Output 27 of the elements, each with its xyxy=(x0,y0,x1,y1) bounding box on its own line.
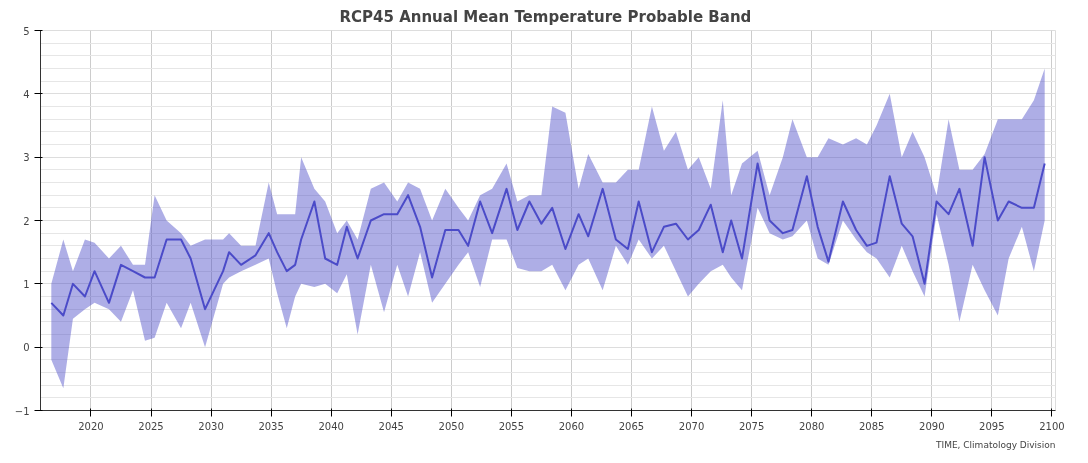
x-tick-label: 2080 xyxy=(798,420,825,432)
x-tick-label: 2055 xyxy=(498,420,525,432)
x-tick-label: 2030 xyxy=(198,420,224,432)
x-tick-label: 2045 xyxy=(378,420,404,432)
x-tick-label: 2065 xyxy=(618,420,645,432)
x-tick-label: 2090 xyxy=(919,420,945,432)
x-tick-label: 2095 xyxy=(979,420,1005,432)
y-tick-label: −1 xyxy=(14,405,30,417)
x-tick-label: 2085 xyxy=(858,420,885,432)
x-tick-label: 2070 xyxy=(678,420,705,432)
y-tick-label: 3 xyxy=(23,152,30,164)
x-tick-label: 2035 xyxy=(258,420,284,432)
x-tick-label: 2020 xyxy=(78,420,104,432)
text: TIME, Climatology Division xyxy=(935,439,1056,450)
y-tick-label: 5 xyxy=(23,25,30,37)
y-tick-label: 0 xyxy=(23,342,30,354)
x-tick-label: 2100 xyxy=(1039,420,1065,432)
chart-title: RCP45 Annual Mean Temperature Probable Band xyxy=(339,7,752,26)
x-tick-label: 2075 xyxy=(738,420,765,432)
y-tick-label: 2 xyxy=(23,215,30,227)
x-tick-label: 2025 xyxy=(138,420,164,432)
y-tick-label: 1 xyxy=(23,278,30,290)
x-tick-label: 2060 xyxy=(558,420,585,432)
line-series xyxy=(50,156,1046,317)
x-tick-label: 2040 xyxy=(318,420,344,432)
x-tick-label: 2050 xyxy=(438,420,465,432)
y-tick-label: 4 xyxy=(23,88,30,100)
